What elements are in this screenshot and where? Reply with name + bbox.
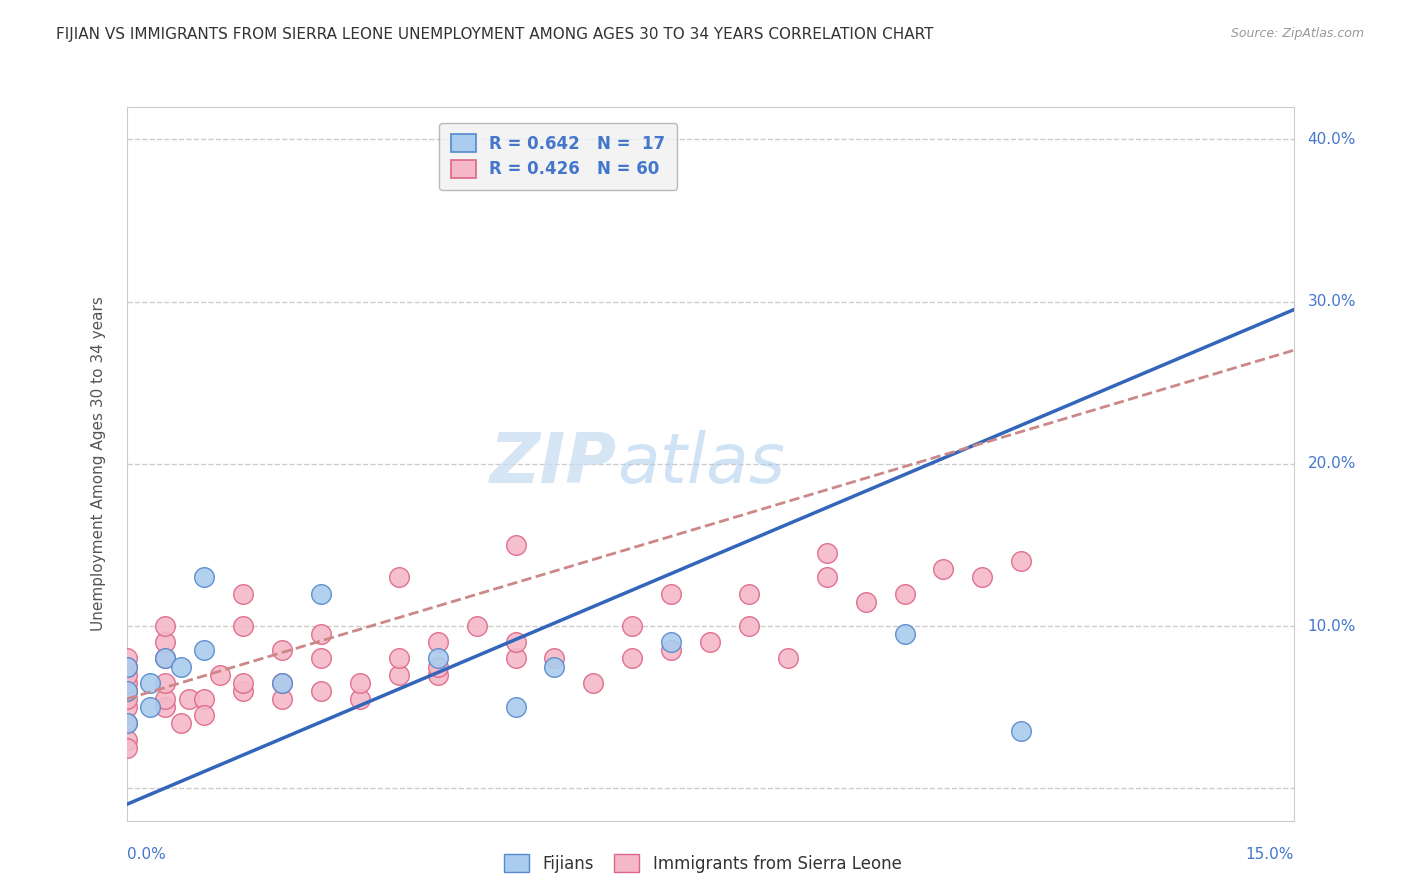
Point (426, 667, 449, 681)
Text: 40.0%: 40.0% (1308, 132, 1355, 147)
Point (115, 716, 138, 731)
Point (388, 570, 411, 584)
Point (893, 586, 915, 600)
Point (232, 619, 254, 633)
Point (659, 635, 682, 649)
Point (309, 684, 332, 698)
Point (505, 651, 527, 665)
Point (193, 708, 215, 723)
Y-axis label: Unemployment Among Ages 30 to 34 years: Unemployment Among Ages 30 to 34 years (91, 296, 105, 632)
Point (271, 643, 294, 657)
Point (659, 586, 682, 600)
Point (170, 716, 193, 731)
Legend: R = 0.642   N =  17, R = 0.426   N = 60: R = 0.642 N = 17, R = 0.426 N = 60 (440, 122, 678, 190)
Point (349, 692, 371, 706)
Point (139, 700, 162, 714)
Legend: Fijians, Immigrants from Sierra Leone: Fijians, Immigrants from Sierra Leone (498, 847, 908, 880)
Point (155, 635, 177, 649)
Point (426, 635, 449, 649)
Point (1010, 554, 1032, 568)
Point (426, 651, 449, 665)
Point (505, 700, 527, 714)
Text: FIJIAN VS IMMIGRANTS FROM SIERRA LEONE UNEMPLOYMENT AMONG AGES 30 TO 34 YEARS CO: FIJIAN VS IMMIGRANTS FROM SIERRA LEONE U… (56, 27, 934, 42)
Point (208, 667, 231, 681)
Point (776, 651, 799, 665)
Point (232, 684, 254, 698)
Point (621, 651, 644, 665)
Point (271, 675, 294, 690)
Point (155, 651, 177, 665)
Point (388, 651, 411, 665)
Point (465, 619, 488, 633)
Point (309, 651, 332, 665)
Point (115, 667, 138, 681)
Text: 10.0%: 10.0% (1308, 618, 1355, 633)
Text: 30.0%: 30.0% (1308, 294, 1355, 310)
Text: 0.0%: 0.0% (127, 847, 166, 863)
Point (155, 651, 177, 665)
Point (582, 675, 605, 690)
Text: 15.0%: 15.0% (1246, 847, 1294, 863)
Point (543, 651, 565, 665)
Point (815, 570, 838, 584)
Point (115, 659, 138, 673)
Text: Source: ZipAtlas.com: Source: ZipAtlas.com (1230, 27, 1364, 40)
Point (505, 635, 527, 649)
Point (426, 659, 449, 673)
Text: ZIP: ZIP (489, 430, 617, 498)
Point (972, 570, 994, 584)
Point (115, 732, 138, 747)
Point (115, 684, 138, 698)
Point (115, 651, 138, 665)
Point (115, 740, 138, 755)
Point (155, 619, 177, 633)
Point (193, 692, 215, 706)
Text: 20.0%: 20.0% (1308, 457, 1355, 471)
Point (349, 675, 371, 690)
Point (543, 659, 565, 673)
Point (388, 667, 411, 681)
Point (815, 546, 838, 560)
Point (155, 700, 177, 714)
Point (659, 643, 682, 657)
Point (271, 675, 294, 690)
Point (738, 586, 761, 600)
Point (932, 562, 955, 576)
Point (115, 684, 138, 698)
Point (699, 635, 721, 649)
Point (193, 643, 215, 657)
Point (115, 659, 138, 673)
Point (893, 627, 915, 641)
Point (155, 692, 177, 706)
Point (155, 675, 177, 690)
Point (170, 659, 193, 673)
Point (309, 586, 332, 600)
Point (193, 570, 215, 584)
Point (505, 538, 527, 552)
Text: atlas: atlas (617, 430, 785, 498)
Point (309, 627, 332, 641)
Point (139, 675, 162, 690)
Point (115, 716, 138, 731)
Point (738, 619, 761, 633)
Point (115, 700, 138, 714)
Point (177, 692, 200, 706)
Point (232, 675, 254, 690)
Point (232, 586, 254, 600)
Point (621, 619, 644, 633)
Point (115, 692, 138, 706)
Point (855, 595, 877, 609)
Point (115, 675, 138, 690)
Point (1010, 724, 1032, 739)
Point (271, 692, 294, 706)
